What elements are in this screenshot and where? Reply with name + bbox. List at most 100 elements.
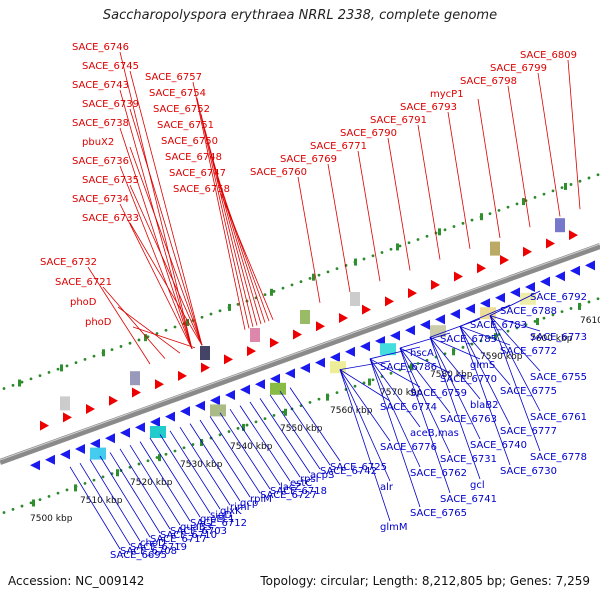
reverse-guide-dot — [254, 420, 258, 424]
reverse-gene-label: glmM — [380, 522, 408, 533]
reverse-tick-mark — [326, 393, 329, 401]
reverse-gene-label: rplM — [250, 494, 272, 505]
reverse-guide-dot — [38, 498, 42, 501]
reverse-gene-label: SACE_6759 — [410, 388, 467, 399]
reverse-leader-line — [339, 369, 391, 442]
forward-tick-mark — [354, 258, 357, 266]
forward-gene-block — [300, 310, 310, 324]
forward-tick-mark — [60, 364, 63, 372]
reverse-gene-label: blaB2 — [470, 400, 498, 411]
reverse-gene-label: SACE_6740 — [470, 440, 527, 451]
reverse-leader-line — [179, 426, 231, 506]
reverse-guide-dot — [227, 430, 231, 433]
reverse-guide-dot — [146, 459, 150, 463]
forward-guide-dot — [56, 367, 60, 371]
reverse-tick-mark — [452, 348, 455, 356]
forward-gene-arrow — [316, 321, 325, 332]
forward-gene-label: SACE_6771 — [310, 141, 367, 152]
forward-guide-dot — [110, 348, 114, 352]
reverse-tick-mark — [242, 423, 245, 431]
forward-guide-dot — [290, 283, 294, 287]
forward-gene-label: SACE_6738 — [72, 118, 129, 129]
forward-guide-dot — [326, 270, 330, 274]
reverse-gene-block — [210, 404, 226, 417]
reverse-guide-dot — [524, 323, 528, 327]
reverse-gene-label: SACE_6708 — [120, 546, 177, 557]
reverse-guide-dot — [191, 443, 195, 446]
forward-gene-arrow — [201, 362, 210, 373]
reverse-gene-label: SACE_6772 — [500, 346, 557, 357]
reverse-gene-label: SACE_6742 — [320, 466, 377, 477]
reverse-leader-line — [399, 347, 451, 414]
reverse-leader-line — [159, 434, 211, 514]
reverse-gene-label: SACE_6777 — [500, 426, 557, 437]
figure-title: Saccharopolyspora erythraea NRRL 2338, c… — [102, 8, 498, 23]
forward-gene-label: SACE_6799 — [490, 63, 547, 74]
forward-leader-line — [119, 51, 193, 349]
forward-guide-dot — [146, 335, 150, 339]
forward-guide-dot — [461, 221, 465, 225]
forward-gene-label: SACE_6747 — [169, 168, 226, 179]
forward-guide-dot — [470, 218, 474, 222]
reverse-gene-arrow — [405, 325, 415, 336]
reverse-gene-arrow — [270, 373, 280, 384]
forward-leader-line — [477, 98, 501, 239]
forward-gene-label: SACE_6809 — [520, 50, 577, 61]
reverse-guide-dot — [137, 462, 141, 466]
reverse-guide-dot — [479, 339, 483, 343]
forward-leader-line — [87, 266, 151, 365]
reverse-gene-label: rpsI — [300, 474, 319, 485]
reverse-gene-label: SACE_6774 — [380, 402, 437, 413]
forward-guide-dot — [83, 358, 87, 361]
reverse-leader-line — [429, 336, 481, 360]
reverse-guide-dot — [416, 362, 420, 365]
reverse-gene-block — [150, 426, 166, 438]
forward-gene-label: SACE_6734 — [72, 194, 129, 205]
reverse-gene-label: SACE_6712 — [190, 518, 247, 529]
reverse-gene-arrow — [390, 330, 400, 341]
kbp-tick-label: 7510 kbp — [80, 496, 123, 506]
reverse-gene-label: SACE_6755 — [530, 372, 587, 383]
forward-guide-dot — [596, 173, 600, 177]
reverse-leader-line — [489, 290, 541, 316]
reverse-guide-dot — [92, 478, 96, 482]
forward-gene-label: SACE_6736 — [72, 156, 129, 167]
accession-text: Accession: NC_009142 — [8, 574, 145, 588]
forward-gene-block — [350, 292, 360, 306]
reverse-guide-dot — [371, 378, 375, 382]
reverse-guide-dot — [335, 391, 339, 395]
forward-leader-line — [357, 150, 381, 282]
reverse-leader-line — [109, 452, 161, 534]
forward-tick-mark — [522, 198, 525, 206]
reverse-gene-label: SACE_6761 — [530, 412, 587, 423]
forward-leader-line — [567, 59, 581, 210]
reverse-guide-dot — [47, 494, 51, 498]
forward-guide-dot — [317, 273, 321, 277]
reverse-leader-line — [199, 419, 251, 498]
reverse-gene-arrow — [525, 282, 535, 292]
forward-guide-dot — [173, 325, 177, 329]
reverse-gene-block — [90, 447, 106, 460]
reverse-leader-line — [399, 347, 451, 494]
forward-guide-dot — [29, 377, 33, 381]
reverse-leader-line — [139, 441, 191, 522]
reverse-gene-label: SACE_6792 — [530, 292, 587, 303]
reverse-leader-line — [369, 358, 421, 428]
kbp-tick-label: 7600 kbp — [530, 334, 573, 344]
reverse-leader-line — [399, 332, 451, 349]
reverse-gene-arrow — [300, 363, 310, 373]
forward-guide-dot — [218, 309, 222, 313]
reverse-leader-line — [279, 390, 331, 466]
forward-guide-dot — [281, 286, 285, 290]
forward-guide-dot — [119, 345, 123, 348]
reverse-gene-label: SACE_6718 — [270, 486, 327, 497]
reverse-gene-arrow — [555, 271, 565, 282]
reverse-gene-arrow — [135, 422, 145, 433]
forward-leader-line — [327, 163, 351, 293]
forward-gene-arrow — [63, 412, 72, 423]
forward-leader-line — [129, 222, 203, 346]
forward-tick-mark — [564, 182, 567, 190]
forward-gene-arrow — [546, 238, 555, 249]
forward-guide-dot — [308, 277, 312, 280]
reverse-guide-dot — [263, 417, 267, 420]
